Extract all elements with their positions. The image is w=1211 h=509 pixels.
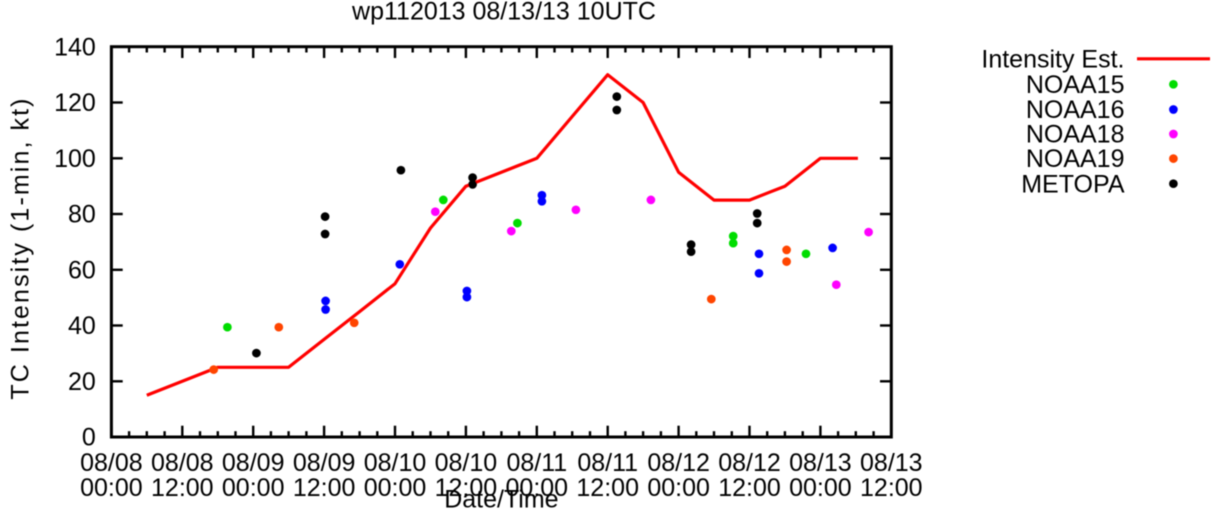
svg-text:wp112013 08/13/13 10UTC: wp112013 08/13/13 10UTC (351, 0, 656, 26)
svg-text:08/10: 08/10 (364, 449, 427, 477)
svg-text:08/12: 08/12 (718, 449, 781, 477)
svg-text:TC Intensity (1-min, kt): TC Intensity (1-min, kt) (6, 96, 34, 399)
svg-text:12:00: 12:00 (576, 474, 639, 502)
svg-text:0: 0 (82, 424, 96, 452)
svg-text:Intensity Est.: Intensity Est. (981, 45, 1124, 73)
svg-text:12:00: 12:00 (293, 474, 356, 502)
svg-text:40: 40 (68, 312, 96, 340)
svg-text:12:00: 12:00 (151, 474, 214, 502)
svg-text:00:00: 00:00 (506, 474, 569, 502)
svg-text:08/13: 08/13 (860, 449, 923, 477)
svg-text:Date/Time: Date/Time (444, 486, 558, 509)
svg-text:08/08: 08/08 (151, 449, 214, 477)
svg-text:08/10: 08/10 (435, 449, 498, 477)
svg-text:120: 120 (54, 89, 96, 117)
svg-text:NOAA15: NOAA15 (1026, 71, 1125, 99)
svg-text:100: 100 (54, 145, 96, 173)
svg-text:00:00: 00:00 (647, 474, 710, 502)
svg-text:00:00: 00:00 (80, 474, 143, 502)
svg-text:00:00: 00:00 (222, 474, 285, 502)
svg-text:80: 80 (68, 201, 96, 229)
svg-text:140: 140 (54, 33, 96, 61)
svg-text:METOPA: METOPA (1021, 170, 1125, 198)
svg-text:NOAA19: NOAA19 (1026, 145, 1125, 173)
svg-text:20: 20 (68, 368, 96, 396)
svg-text:60: 60 (68, 256, 96, 284)
svg-text:00:00: 00:00 (789, 474, 852, 502)
svg-text:08/12: 08/12 (647, 449, 710, 477)
svg-text:08/09: 08/09 (293, 449, 356, 477)
svg-text:NOAA16: NOAA16 (1026, 96, 1125, 124)
svg-text:NOAA18: NOAA18 (1026, 121, 1125, 149)
svg-text:08/08: 08/08 (80, 449, 143, 477)
svg-text:08/13: 08/13 (789, 449, 852, 477)
svg-text:08/11: 08/11 (577, 449, 638, 477)
svg-text:00:00: 00:00 (364, 474, 427, 502)
svg-text:08/11: 08/11 (506, 449, 567, 477)
svg-text:12:00: 12:00 (860, 474, 923, 502)
svg-text:12:00: 12:00 (435, 474, 498, 502)
svg-text:12:00: 12:00 (718, 474, 781, 502)
svg-text:08/09: 08/09 (222, 449, 285, 477)
